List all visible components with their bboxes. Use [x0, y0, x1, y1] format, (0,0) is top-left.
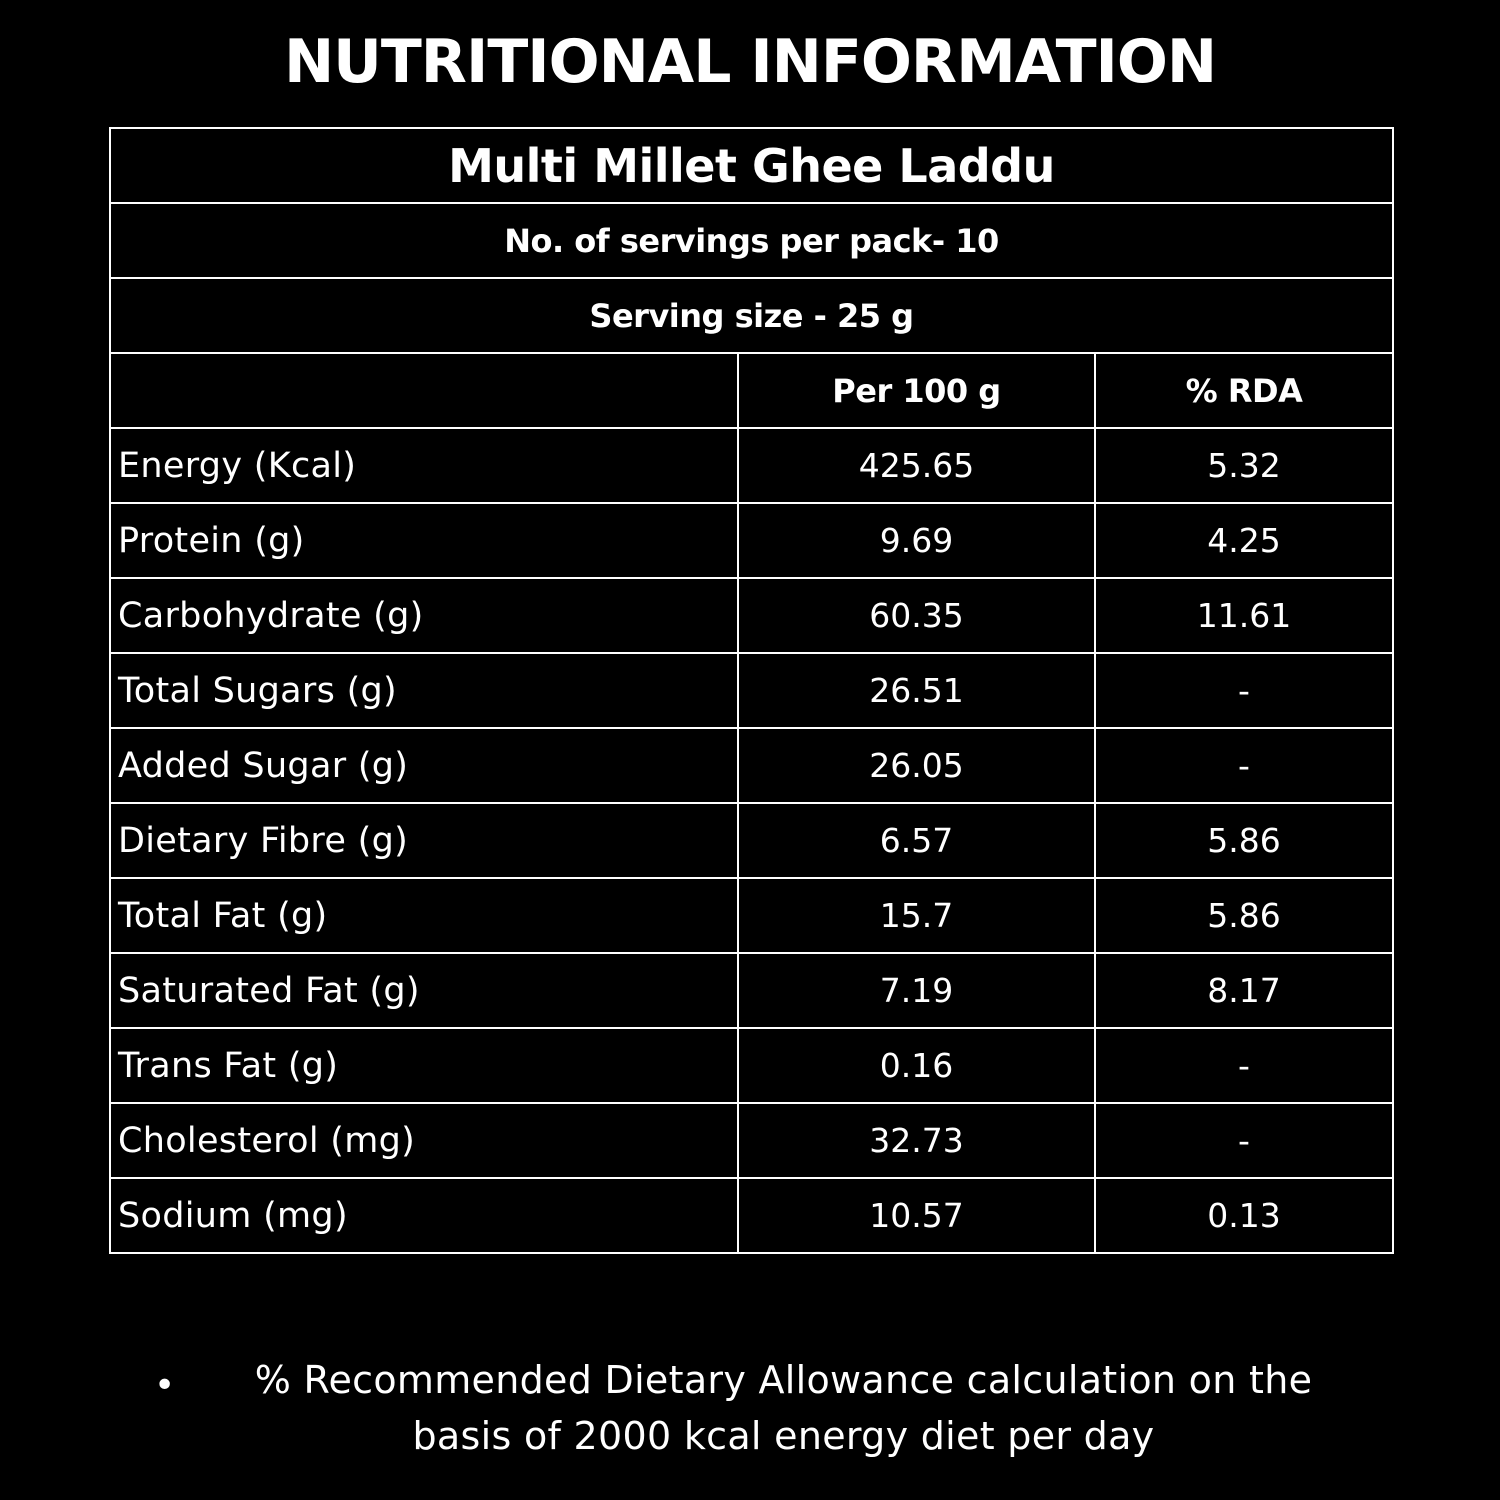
table-row: Dietary Fibre (g) 6.57 5.86 — [109, 802, 1394, 879]
header-nutrient — [109, 352, 739, 429]
product-row: Multi Millet Ghee Laddu — [109, 127, 1394, 204]
footnote: • % Recommended Dietary Allowance calcul… — [0, 1352, 1500, 1472]
rda-value: - — [1094, 652, 1394, 729]
per-100g-value: 9.69 — [737, 502, 1096, 579]
nutrient-name: Saturated Fat (g) — [109, 952, 739, 1029]
per-100g-value: 15.7 — [737, 877, 1096, 954]
rda-value: 4.25 — [1094, 502, 1394, 579]
table-row: Cholesterol (mg) 32.73 - — [109, 1102, 1394, 1179]
per-100g-value: 425.65 — [737, 427, 1096, 504]
table-row: Protein (g) 9.69 4.25 — [109, 502, 1394, 579]
per-100g-value: 60.35 — [737, 577, 1096, 654]
table-row: Sodium (mg) 10.57 0.13 — [109, 1177, 1394, 1254]
footnote-line-2: basis of 2000 kcal energy diet per day — [412, 1414, 1155, 1458]
rda-value: - — [1094, 727, 1394, 804]
table-row: Total Sugars (g) 26.51 - — [109, 652, 1394, 729]
rda-value: - — [1094, 1102, 1394, 1179]
per-100g-value: 26.05 — [737, 727, 1096, 804]
nutrition-table: Multi Millet Ghee Laddu No. of servings … — [109, 127, 1394, 1254]
per-100g-value: 7.19 — [737, 952, 1096, 1029]
nutrient-name: Total Fat (g) — [109, 877, 739, 954]
nutrient-name: Protein (g) — [109, 502, 739, 579]
rda-value: 11.61 — [1094, 577, 1394, 654]
nutrient-name: Added Sugar (g) — [109, 727, 739, 804]
table-row: Total Fat (g) 15.7 5.86 — [109, 877, 1394, 954]
product-name: Multi Millet Ghee Laddu — [109, 127, 1394, 204]
rda-value: 0.13 — [1094, 1177, 1394, 1254]
footnote-text: % Recommended Dietary Allowance calculat… — [225, 1352, 1342, 1464]
bullet-icon: • — [154, 1365, 176, 1406]
rda-value: 5.86 — [1094, 877, 1394, 954]
per-100g-value: 10.57 — [737, 1177, 1096, 1254]
nutrient-name: Trans Fat (g) — [109, 1027, 739, 1104]
servings-row: No. of servings per pack- 10 — [109, 202, 1394, 279]
header-per-100g: Per 100 g — [737, 352, 1096, 429]
per-100g-value: 0.16 — [737, 1027, 1096, 1104]
servings-per-pack: No. of servings per pack- 10 — [109, 202, 1394, 279]
header-row: Per 100 g % RDA — [109, 352, 1394, 429]
table-row: Saturated Fat (g) 7.19 8.17 — [109, 952, 1394, 1029]
nutrient-name: Dietary Fibre (g) — [109, 802, 739, 879]
serving-size-row: Serving size - 25 g — [109, 277, 1394, 354]
table-row: Trans Fat (g) 0.16 - — [109, 1027, 1394, 1104]
per-100g-value: 6.57 — [737, 802, 1096, 879]
per-100g-value: 26.51 — [737, 652, 1096, 729]
rda-value: - — [1094, 1027, 1394, 1104]
nutrient-name: Total Sugars (g) — [109, 652, 739, 729]
table-row: Added Sugar (g) 26.05 - — [109, 727, 1394, 804]
nutrient-name: Carbohydrate (g) — [109, 577, 739, 654]
table-row: Energy (Kcal) 425.65 5.32 — [109, 427, 1394, 504]
footnote-line-1: % Recommended Dietary Allowance calculat… — [254, 1358, 1313, 1402]
header-rda: % RDA — [1094, 352, 1394, 429]
rda-value: 8.17 — [1094, 952, 1394, 1029]
serving-size: Serving size - 25 g — [109, 277, 1394, 354]
rda-value: 5.32 — [1094, 427, 1394, 504]
nutrient-name: Energy (Kcal) — [109, 427, 739, 504]
nutrient-name: Sodium (mg) — [109, 1177, 739, 1254]
rda-value: 5.86 — [1094, 802, 1394, 879]
per-100g-value: 32.73 — [737, 1102, 1096, 1179]
nutrient-name: Cholesterol (mg) — [109, 1102, 739, 1179]
table-row: Carbohydrate (g) 60.35 11.61 — [109, 577, 1394, 654]
page-title: NUTRITIONAL INFORMATION — [283, 27, 1217, 97]
